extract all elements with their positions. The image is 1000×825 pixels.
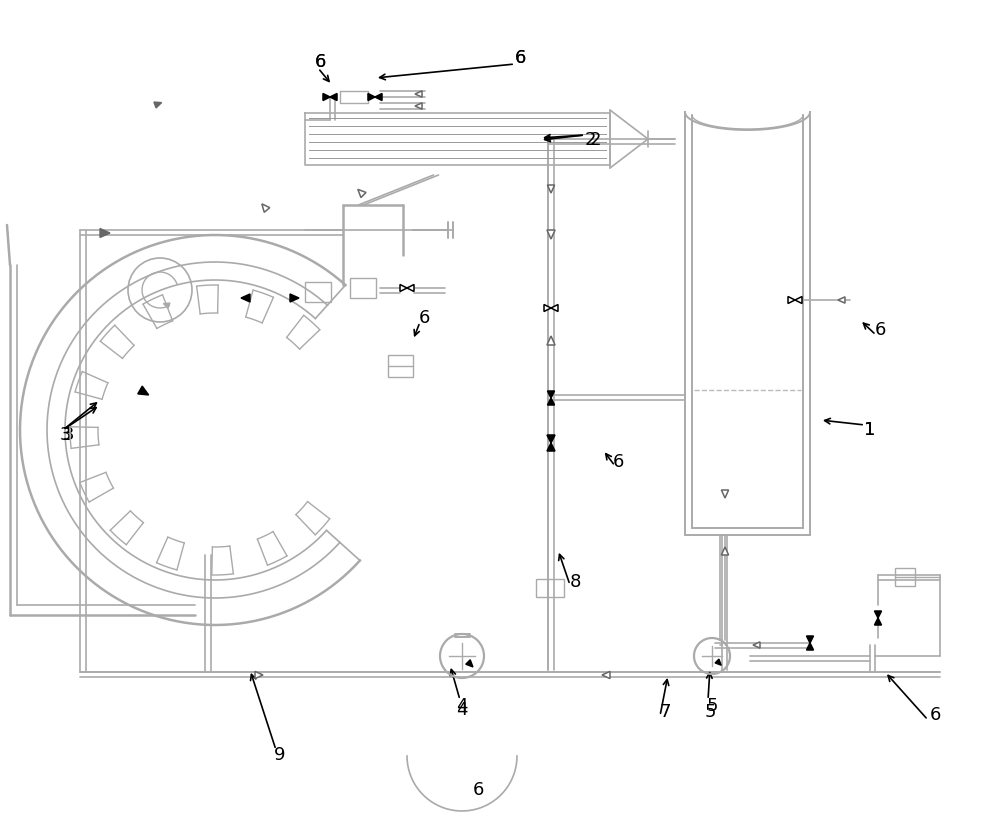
Polygon shape xyxy=(163,303,170,308)
Text: 6: 6 xyxy=(314,53,326,71)
Bar xyxy=(536,579,564,597)
Polygon shape xyxy=(154,102,162,108)
Polygon shape xyxy=(358,190,366,197)
Text: 6: 6 xyxy=(874,321,886,339)
Polygon shape xyxy=(255,672,263,679)
Polygon shape xyxy=(415,91,422,97)
Text: 6: 6 xyxy=(472,781,484,799)
Text: 6: 6 xyxy=(612,453,624,471)
Polygon shape xyxy=(138,386,149,395)
Text: 8: 8 xyxy=(569,573,581,591)
Bar xyxy=(305,282,331,302)
Polygon shape xyxy=(544,304,551,312)
Polygon shape xyxy=(806,636,814,643)
Polygon shape xyxy=(323,93,330,101)
Text: 2: 2 xyxy=(589,131,601,149)
Text: 6: 6 xyxy=(514,49,526,67)
Polygon shape xyxy=(407,285,414,291)
Text: 4: 4 xyxy=(456,701,468,719)
Polygon shape xyxy=(290,294,299,302)
Polygon shape xyxy=(547,443,555,451)
Polygon shape xyxy=(547,336,555,345)
Polygon shape xyxy=(262,204,270,212)
Polygon shape xyxy=(788,296,795,304)
Polygon shape xyxy=(548,391,554,398)
Polygon shape xyxy=(330,93,337,101)
Polygon shape xyxy=(368,93,375,101)
Text: 7: 7 xyxy=(659,703,671,721)
Text: 3: 3 xyxy=(59,426,71,444)
Text: 5: 5 xyxy=(706,697,718,715)
Polygon shape xyxy=(721,547,729,555)
Polygon shape xyxy=(548,398,554,405)
Polygon shape xyxy=(753,642,760,648)
Text: 4: 4 xyxy=(456,697,468,715)
Bar xyxy=(350,278,376,298)
Bar xyxy=(895,568,915,586)
Text: 1: 1 xyxy=(864,421,876,439)
Polygon shape xyxy=(375,93,382,101)
Polygon shape xyxy=(715,659,721,665)
Polygon shape xyxy=(547,435,555,443)
Polygon shape xyxy=(547,230,555,239)
Polygon shape xyxy=(415,103,422,109)
Text: 5: 5 xyxy=(704,703,716,721)
Text: 1: 1 xyxy=(864,421,876,439)
Bar xyxy=(388,355,413,377)
Polygon shape xyxy=(400,285,407,291)
Polygon shape xyxy=(100,229,110,238)
Text: 6: 6 xyxy=(418,309,430,327)
Text: 9: 9 xyxy=(274,746,286,764)
Polygon shape xyxy=(602,672,610,679)
Text: 6: 6 xyxy=(929,706,941,724)
Polygon shape xyxy=(551,304,558,312)
Polygon shape xyxy=(241,294,250,302)
Polygon shape xyxy=(874,618,882,625)
Polygon shape xyxy=(547,185,555,193)
Polygon shape xyxy=(795,296,802,304)
Text: 6: 6 xyxy=(314,53,326,71)
Polygon shape xyxy=(806,643,814,650)
Polygon shape xyxy=(721,490,729,498)
Polygon shape xyxy=(466,660,473,667)
Text: 6: 6 xyxy=(514,49,526,67)
Text: 2: 2 xyxy=(584,131,596,149)
Text: 3: 3 xyxy=(62,426,74,444)
Polygon shape xyxy=(874,611,882,618)
Polygon shape xyxy=(838,297,845,303)
